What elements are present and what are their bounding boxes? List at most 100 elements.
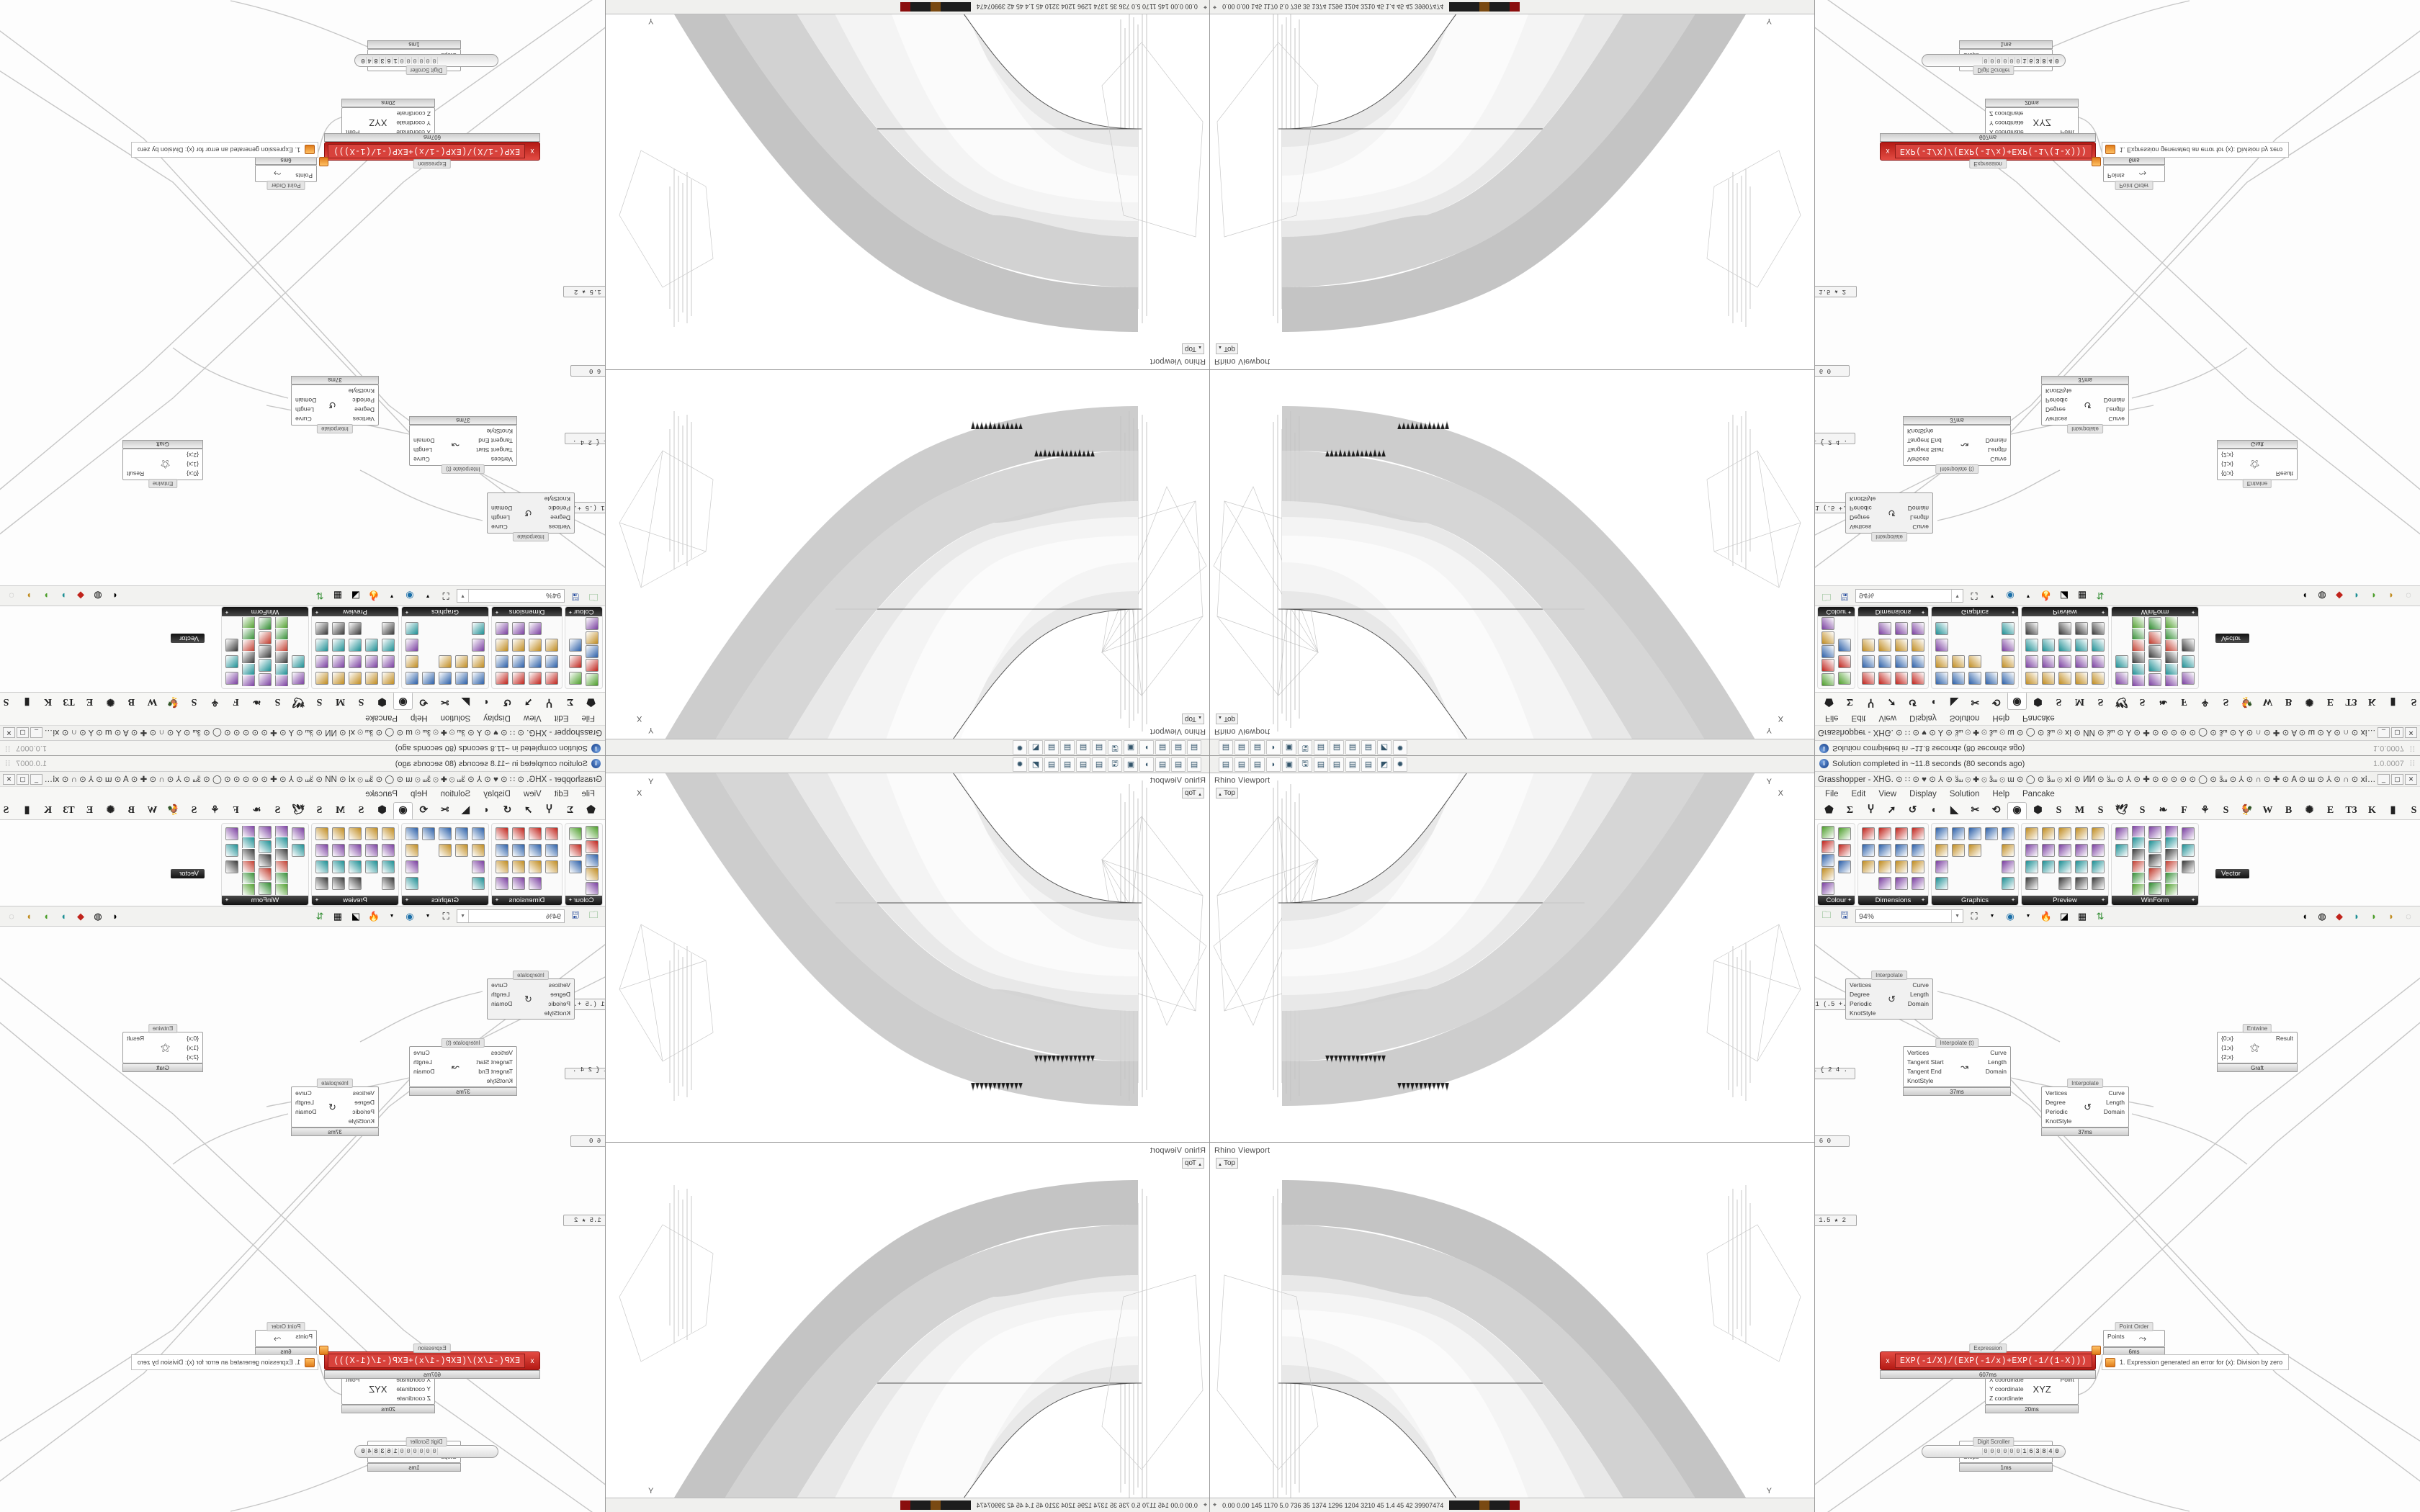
chevron-down-icon-3[interactable]: ▼ bbox=[389, 593, 395, 598]
node-output-param[interactable]: Domain bbox=[1985, 437, 2007, 444]
stack-icon[interactable] bbox=[2147, 840, 2163, 853]
preview-none-icon[interactable]: ◌ bbox=[9, 590, 14, 601]
preview-eye-icon[interactable]: ◉ bbox=[2006, 590, 2015, 602]
node-output-param[interactable]: Curve bbox=[491, 981, 508, 989]
chevron-down-icon[interactable]: ▼ bbox=[460, 910, 469, 922]
digit-cell[interactable]: 0 bbox=[1989, 1448, 1995, 1455]
frame-icon[interactable] bbox=[364, 637, 380, 653]
font-icon[interactable] bbox=[2114, 670, 2130, 686]
area-icon[interactable] bbox=[2164, 616, 2179, 629]
viewport-projection-top[interactable]: Top bbox=[1181, 788, 1204, 798]
color-swatches[interactable] bbox=[900, 2, 971, 12]
ribbon-group-colour[interactable]: Colour bbox=[1817, 606, 1855, 689]
curve-dim-icon[interactable] bbox=[511, 826, 526, 842]
poly-dots-icon[interactable] bbox=[1984, 670, 1999, 686]
tab-maths[interactable]: Σ bbox=[1846, 804, 1854, 816]
slider-b[interactable]: X1 { 2 4 . 5 bbox=[1815, 1066, 1855, 1079]
node-output-param[interactable]: Length bbox=[1910, 991, 1929, 998]
tab-transform[interactable]: ⟲ bbox=[419, 696, 429, 707]
menu-pancake[interactable]: Pancake bbox=[365, 714, 398, 722]
capsule-icon[interactable] bbox=[404, 859, 420, 875]
tab-curve[interactable]: ↺ bbox=[503, 805, 512, 816]
arrows-icon[interactable] bbox=[2090, 842, 2106, 858]
line-icon[interactable] bbox=[527, 654, 543, 670]
check-icon[interactable] bbox=[2130, 675, 2146, 686]
legend-icon[interactable] bbox=[380, 654, 396, 670]
rhino-viewport-bottom[interactable]: Rhino Viewport Top Y X bbox=[605, 1143, 1210, 1512]
font-icon[interactable] bbox=[290, 826, 306, 842]
text-tag-icon[interactable] bbox=[454, 670, 470, 686]
digit-cell[interactable]: 0 bbox=[1989, 57, 1995, 64]
capture-icon[interactable]: ▣ bbox=[1282, 757, 1296, 772]
tab-params[interactable]: ⬟ bbox=[1824, 805, 1834, 816]
check-icon[interactable] bbox=[274, 675, 290, 686]
vector-flyout-label[interactable]: Vector bbox=[2215, 869, 2249, 878]
tab-horse[interactable]: ⚘ bbox=[210, 805, 220, 816]
color-wheel-icon[interactable] bbox=[584, 672, 600, 686]
list-icon[interactable] bbox=[437, 670, 453, 686]
tab-s1[interactable]: S bbox=[358, 804, 364, 816]
slider-c[interactable]: 5 6 0 bbox=[1815, 1135, 1850, 1147]
node-interpolate-2[interactable]: Interpolate Vertices Degree Periodic KnotSty… bbox=[291, 1079, 379, 1136]
tab-s3[interactable]: S bbox=[2139, 804, 2146, 816]
tab-transform[interactable]: ⟲ bbox=[1991, 696, 2001, 707]
chevron-down-icon-3[interactable]: ▼ bbox=[389, 914, 395, 919]
tab-vector[interactable]: ➚ bbox=[1887, 805, 1896, 816]
slider-b[interactable]: X1 { 2 4 . 5 bbox=[565, 1066, 605, 1079]
scene-icon[interactable] bbox=[2074, 621, 2089, 636]
list2-icon[interactable] bbox=[241, 860, 256, 872]
form-icon[interactable] bbox=[274, 629, 290, 640]
digit-cell[interactable]: 1 bbox=[2021, 1448, 2027, 1455]
node-input-param[interactable]: KnotStyle bbox=[2045, 1117, 2072, 1125]
gh-title-bar[interactable]: Grasshopper - XHG. ⊙ ∷ ⊙ ♥ ⊙ ⅄ ⊙ ӟ⧢ ⊙ ✚ … bbox=[1815, 772, 2420, 787]
rhino-viewport-top[interactable]: Rhino Viewport Top Y X bbox=[605, 369, 1210, 739]
preview-eye-icon[interactable]: ◉ bbox=[405, 590, 414, 602]
diamond-icon[interactable] bbox=[347, 859, 363, 875]
preview-green-icon[interactable]: ◗ bbox=[2371, 911, 2377, 922]
hatch-icon[interactable] bbox=[2114, 842, 2130, 858]
burst-icon[interactable] bbox=[2000, 876, 2016, 891]
tab-display[interactable]: ◉ bbox=[2007, 693, 2027, 711]
node-input-param[interactable]: {0;x} bbox=[186, 1035, 199, 1042]
list-icon[interactable] bbox=[1967, 670, 1983, 686]
gh-canvas[interactable]: X1 (.5 +.5 X1 { 2 4 . 5 5 6 0 X1 1.5 ★ 2… bbox=[1815, 927, 2420, 1512]
node-output-param[interactable]: Curve bbox=[491, 523, 508, 531]
node-entwine[interactable]: Entwine {0;x} {1;x} {2;x} ⚝ Result Graft bbox=[2217, 440, 2298, 488]
close-button[interactable]: ✕ bbox=[3, 727, 15, 739]
check-icon[interactable] bbox=[274, 826, 290, 837]
rhino-toolbar[interactable]: ▤ ▤ ▤ ◗ ▣ 🖫 ▤ ▤ ▤ ▤ ◩ ✹ bbox=[605, 739, 1210, 756]
node-input-param[interactable]: Y coordinate bbox=[396, 1385, 431, 1392]
scatter-icon[interactable] bbox=[2090, 876, 2106, 891]
bar-icon[interactable] bbox=[274, 883, 290, 896]
tab-s1[interactable]: S bbox=[358, 696, 364, 708]
circle-icon[interactable] bbox=[224, 842, 240, 858]
resize-grip[interactable]: ⁞⁞ bbox=[2409, 744, 2416, 753]
viewport-projection-bottom[interactable]: Top bbox=[1181, 1158, 1204, 1169]
rhino-viewport-top[interactable]: Rhino Viewport Top Y X bbox=[605, 773, 1210, 1143]
expression-formula[interactable]: EXP(-1/X)/(EXP(-1/x)+EXP(-1/(1-X))) bbox=[328, 144, 525, 158]
sphere-icon[interactable] bbox=[1934, 826, 1950, 842]
render-icon[interactable]: ◪ bbox=[2059, 910, 2069, 922]
shade-icon[interactable]: ◩ bbox=[1377, 757, 1392, 772]
gh-canvas[interactable]: X1 (.5 +.5 X1 { 2 4 . 5 5 6 0 X1 1.5 ★ 2… bbox=[0, 0, 605, 585]
node-interpolate-2[interactable]: Interpolate Vertices Degree Periodic KnotSty… bbox=[2041, 1079, 2129, 1136]
tab-f[interactable]: F bbox=[233, 804, 239, 816]
preview-mode-group[interactable]: ◖ ◍ ◆ ◗ ◗ ◗ ◌ bbox=[4, 589, 122, 603]
dim-v-icon[interactable] bbox=[527, 637, 543, 653]
globe-icon[interactable] bbox=[2024, 859, 2040, 875]
slider-d[interactable]: X1 1.5 ★ 2 bbox=[563, 1215, 605, 1226]
viewport-projection-bottom[interactable]: Top bbox=[1216, 343, 1239, 354]
tree-icon[interactable] bbox=[2147, 672, 2163, 686]
layers-icon[interactable]: ▤ bbox=[1234, 740, 1249, 755]
profiler-icon[interactable]: ▦ bbox=[2077, 590, 2087, 602]
box-dim-icon[interactable] bbox=[1910, 670, 1926, 686]
node-output-param[interactable]: Result bbox=[127, 470, 145, 477]
preview-gold-icon[interactable]: ◗ bbox=[2388, 590, 2394, 601]
image-icon[interactable] bbox=[2040, 842, 2056, 858]
gh-title-bar[interactable]: Grasshopper - XHG. ⊙ ∷ ⊙ ♥ ⊙ ⅄ ⊙ ӟ⧢ ⊙ ✚ … bbox=[1815, 725, 2420, 740]
preview-teal-icon[interactable]: ◗ bbox=[60, 590, 66, 601]
target-icon[interactable] bbox=[404, 842, 420, 858]
node-input-param[interactable]: {1;x} bbox=[2221, 461, 2234, 468]
